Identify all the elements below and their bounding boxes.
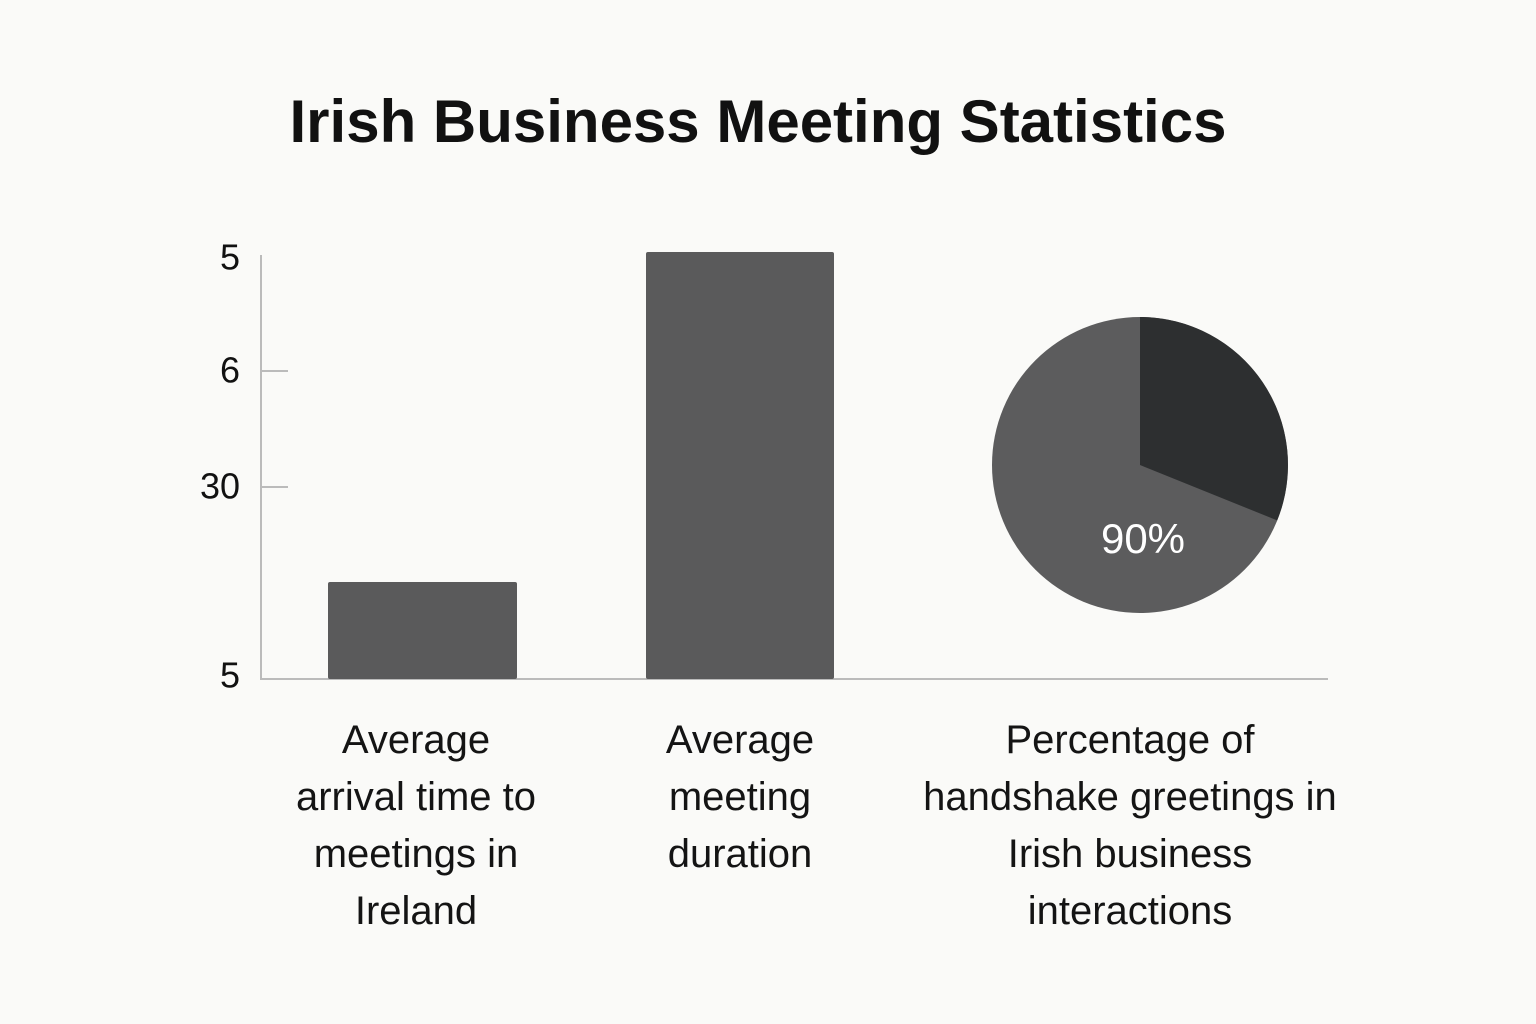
y-tick-label: 6 — [220, 350, 240, 391]
y-tick-label: 30 — [200, 466, 240, 507]
category-label: Average meeting duration — [665, 718, 815, 876]
pie-label: 90% — [1101, 515, 1185, 562]
category-label: Average arrival time to meetings in Irel… — [295, 718, 537, 933]
bar — [646, 252, 834, 679]
chart-title: Irish Business Meeting Statistics — [290, 88, 1227, 155]
y-tick-label: 5 — [220, 655, 240, 696]
bar — [328, 582, 517, 679]
pie-slice — [1140, 317, 1288, 521]
category-label: Percentage of handshake greetings in Iri… — [923, 718, 1337, 933]
y-tick-label: 5 — [220, 237, 240, 278]
